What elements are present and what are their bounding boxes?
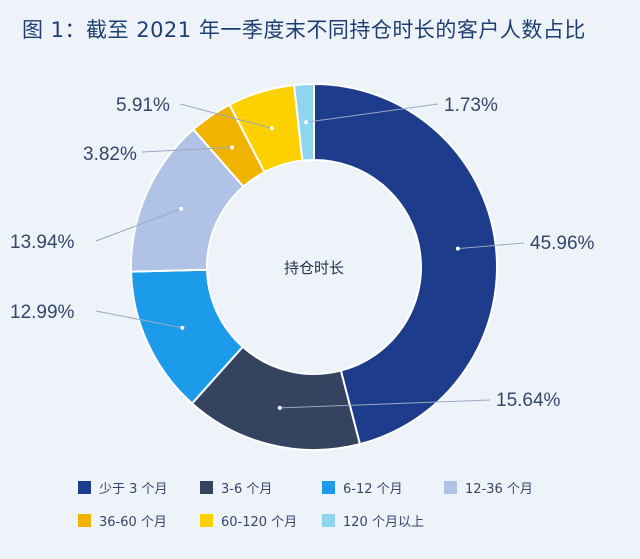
legend-item-3: 6-12 个月 [322,478,444,497]
leader-dot-2 [277,405,282,410]
legend-item-7: 120 个月以上 [322,511,444,530]
value-label-5: 3.82% [83,144,137,165]
chart-title: 图 1：截至 2021 年一季度末不同持仓时长的客户人数占比 [22,18,586,42]
value-label-1: 45.96% [530,233,595,254]
value-label-7: 1.73% [444,95,498,116]
legend-swatch-5 [78,514,91,527]
leader-dot-6 [269,126,274,131]
leader-dot-4 [179,206,184,211]
legend-swatch-7 [322,514,335,527]
legend-swatch-2 [200,481,213,494]
value-label-6: 5.91% [116,95,170,116]
value-label-2: 15.64% [496,390,561,411]
leader-line-3 [95,310,183,329]
center-label: 持仓时长 [284,259,344,277]
legend-label-1: 少于 3 个月 [99,482,168,497]
donut-slice-7 [293,82,315,162]
legend-label-7: 120 个月以上 [343,515,424,530]
leader-dot-3 [180,325,185,330]
value-label-3: 12.99% [10,302,75,323]
leader-dot-7 [304,120,309,125]
leader-line-2 [279,399,491,409]
legend-label-4: 12-36 个月 [465,482,533,497]
legend-item-5: 36-60 个月 [78,511,200,530]
legend-swatch-6 [200,514,213,527]
leader-line-7 [306,103,439,123]
legend-label-3: 6-12 个月 [343,482,403,497]
legend-item-2: 3-6 个月 [200,478,322,497]
leader-line-4 [95,208,182,242]
donut-slice-1 [313,82,498,446]
leader-dot-1 [455,246,460,251]
leader-line-1 [457,242,525,250]
leader-line-5 [141,146,233,153]
legend-swatch-3 [322,481,335,494]
legend-item-6: 60-120 个月 [200,511,322,530]
legend-label-2: 3-6 个月 [221,482,273,497]
leader-line-6 [179,103,273,129]
legend-item-1: 少于 3 个月 [78,478,200,497]
legend-item-4: 12-36 个月 [444,478,566,497]
legend-label-5: 36-60 个月 [99,515,167,530]
chart-legend: 少于 3 个月 3-6 个月 6-12 个月 12-36 个月 36-60 个月 60-1… [78,478,578,530]
donut-chart: 45.96%15.64%12.99%13.94%3.82%5.91% 1.73% … [10,82,595,451]
leader-dot-5 [230,145,235,150]
value-label-4: 13.94% [10,232,75,253]
legend-swatch-4 [444,481,457,494]
legend-swatch-1 [78,481,91,494]
legend-label-6: 60-120 个月 [221,515,298,530]
